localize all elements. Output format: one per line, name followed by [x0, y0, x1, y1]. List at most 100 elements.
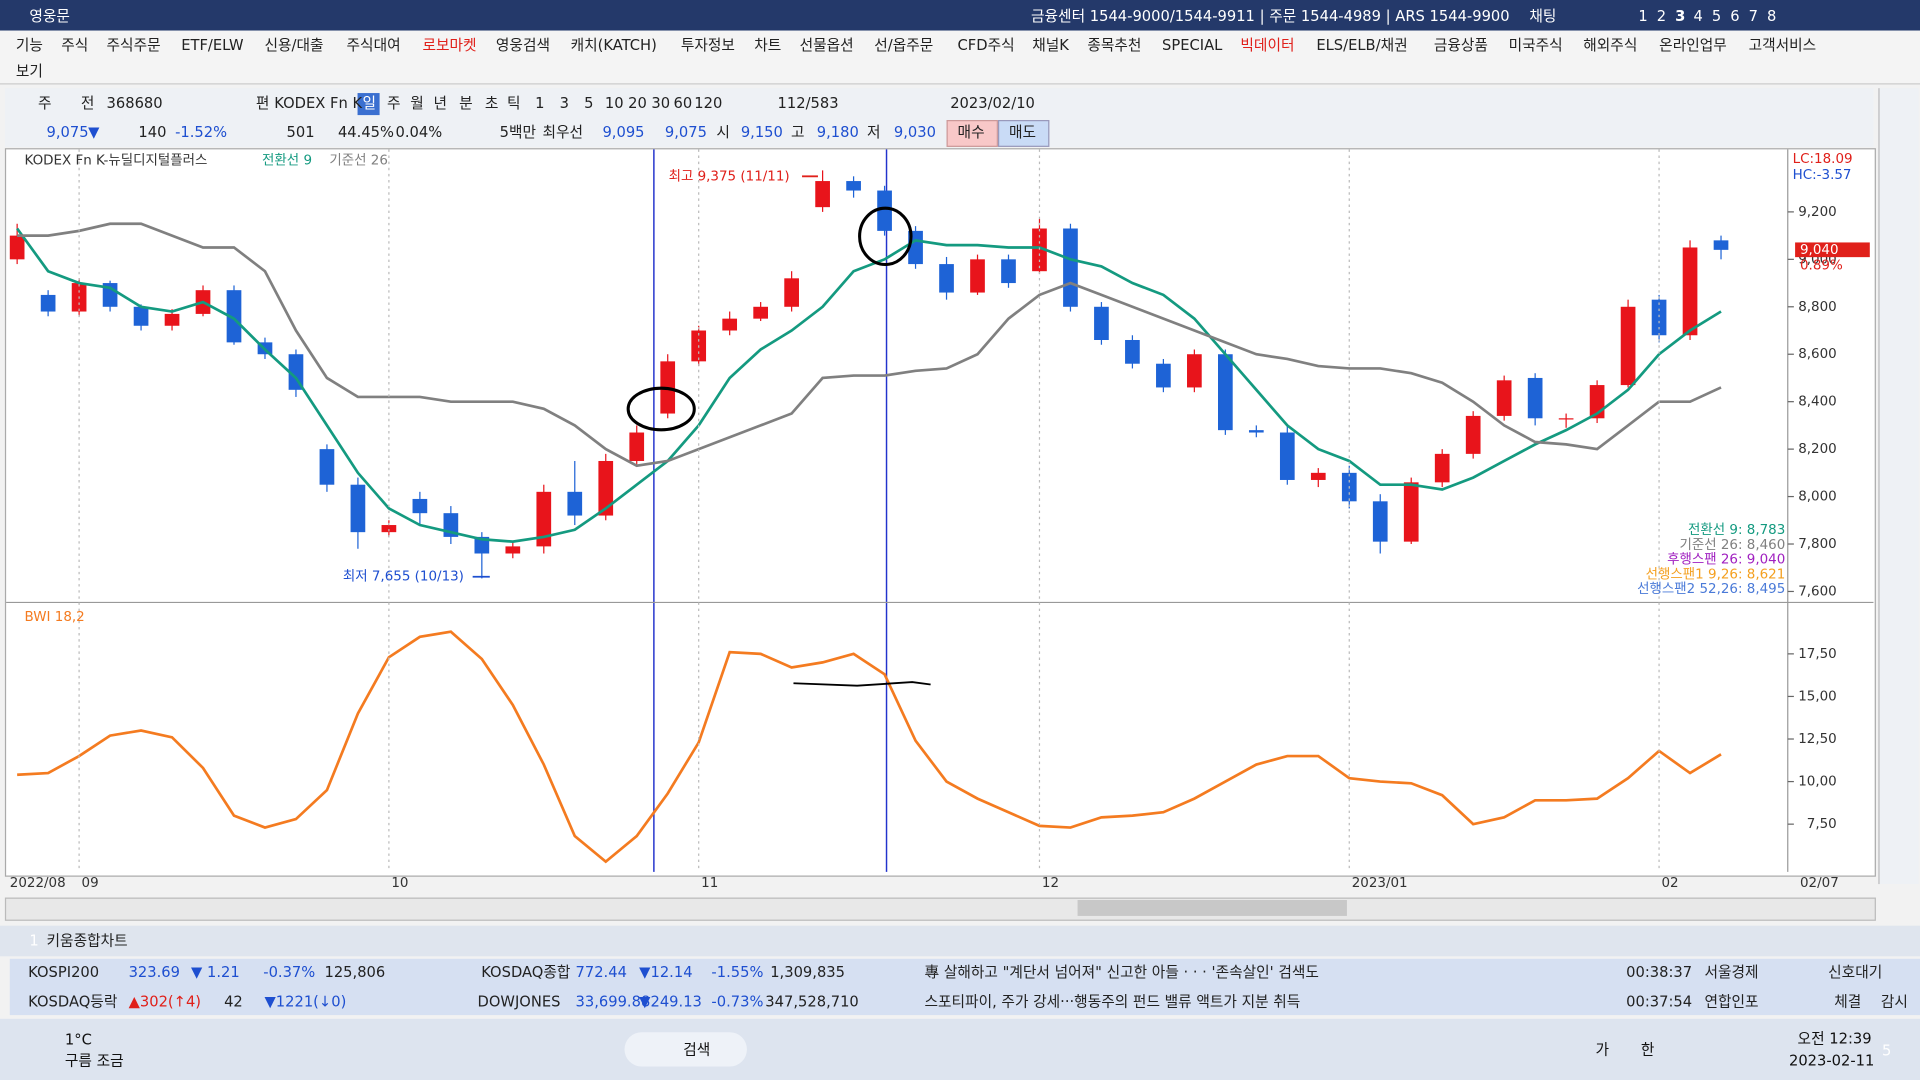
indicator-line	[17, 222, 1722, 468]
page-tab[interactable]: 5	[1711, 7, 1722, 25]
buy-button[interactable]	[946, 120, 998, 147]
x-end-label: 02/07	[1800, 876, 1839, 891]
menu-item[interactable]: 기능	[15, 36, 43, 54]
toolbar-item[interactable]: 30	[651, 94, 671, 112]
quote-item: -1.52%	[175, 123, 228, 141]
toolbar-item[interactable]: 10	[604, 94, 624, 112]
candle-body	[1372, 501, 1388, 542]
toolbar-item[interactable]: 편	[255, 94, 270, 112]
menu-item[interactable]: 주식	[61, 36, 89, 54]
menu-item[interactable]: 캐치(KATCH)	[570, 36, 657, 54]
x-tick-label: 09	[82, 876, 99, 891]
toolbar-item[interactable]: 전	[80, 94, 95, 112]
menu-item[interactable]: 채널K	[1032, 36, 1069, 54]
candle-body	[1218, 354, 1233, 431]
menu-item[interactable]: 고객서비스	[1748, 36, 1817, 54]
menu-item[interactable]: 주식주문	[106, 36, 161, 54]
high-note: 최고 9,375 (11/11)	[669, 168, 790, 184]
selected-period[interactable]	[357, 93, 380, 116]
candle-body	[1187, 354, 1202, 388]
app-title: 영웅문	[29, 7, 70, 25]
candle-body	[1156, 363, 1171, 388]
indicator-line	[17, 630, 1722, 864]
candle-body	[939, 264, 954, 293]
menu-item[interactable]: 영웅검색	[495, 36, 551, 54]
menu-item[interactable]: 해외주식	[1583, 36, 1638, 54]
toolbar-item[interactable]: 120	[694, 94, 723, 112]
candle-body	[970, 259, 985, 293]
legend-value: 후행스팬 26: 9,040	[1667, 552, 1785, 568]
menu-item[interactable]: 차트	[754, 36, 782, 54]
toolbar-item[interactable]: 일	[362, 94, 376, 112]
notification-badge: 5	[1882, 1042, 1892, 1060]
scroll-bar[interactable]	[4, 897, 1876, 921]
quote-item: 0.04%	[395, 123, 443, 141]
menu-item[interactable]: 선물옵션	[799, 36, 854, 54]
menu-item[interactable]: 종목추천	[1087, 36, 1142, 54]
menu-item[interactable]: ETF/ELW	[181, 36, 244, 54]
ticker-item: DOWJONES	[477, 993, 561, 1011]
legend-value: 기준선 26: 8,460	[1679, 537, 1785, 553]
page-tab[interactable]: 7	[1748, 7, 1758, 25]
y-tick-label: 10,00	[1798, 775, 1837, 790]
tab-badge: 1	[29, 931, 39, 949]
ticker-item: 00:37:54	[1626, 993, 1693, 1011]
page-tab[interactable]: 8	[1766, 7, 1777, 25]
ticker-item: 42	[224, 993, 243, 1011]
ticker-item: 772.44	[575, 963, 627, 981]
tab[interactable]: 키움종합차트	[46, 931, 128, 949]
scroll-thumb[interactable]	[1077, 900, 1347, 916]
toolbar	[4, 88, 1874, 147]
page-tab[interactable]: 3	[1675, 7, 1686, 25]
page-tab[interactable]: 6	[1730, 7, 1740, 25]
menu-item[interactable]: 빅데이터	[1240, 36, 1295, 54]
ticker-panel	[9, 958, 1920, 1016]
menu-item[interactable]: 보기	[15, 62, 43, 80]
toolbar-item[interactable]: 3	[559, 94, 569, 112]
page-tab[interactable]: 4	[1693, 7, 1703, 25]
toolbar-item[interactable]: 368680	[106, 94, 163, 112]
title-bar	[0, 0, 1920, 31]
menu-item[interactable]: 로보마켓	[422, 36, 477, 54]
menu-item[interactable]: 주식대여	[346, 36, 401, 54]
menu-item[interactable]: 투자정보	[680, 36, 735, 54]
menu-item[interactable]: 선/옵주문	[874, 36, 934, 54]
toolbar-item[interactable]: 5	[584, 94, 594, 112]
sell-button[interactable]	[997, 120, 1050, 147]
toolbar-item[interactable]: 주	[37, 94, 52, 112]
toolbar-item[interactable]: 월	[410, 94, 424, 112]
candle-body	[1527, 377, 1543, 419]
last-price: 9,040	[1800, 243, 1839, 258]
toolbar-item[interactable]: 틱	[506, 94, 521, 112]
side-toolbar	[1878, 88, 1919, 885]
toolbar-item[interactable]: 분	[459, 94, 473, 112]
menu-item[interactable]: CFD주식	[957, 36, 1015, 54]
toolbar-item[interactable]: 60	[673, 94, 693, 112]
menu-item[interactable]: ELS/ELB/채권	[1316, 36, 1408, 54]
toolbar-item[interactable]: 20	[628, 94, 647, 112]
taskbar	[0, 1018, 1920, 1080]
toolbar-item[interactable]: 년	[433, 94, 447, 112]
toolbar-item[interactable]: 112/583	[777, 94, 839, 112]
toolbar-item[interactable]: 초	[484, 94, 499, 112]
quote-item[interactable]: 매수	[957, 123, 985, 141]
quote-item[interactable]: 매도	[1008, 123, 1037, 141]
page-tab[interactable]: 1	[1638, 7, 1648, 25]
toolbar-item[interactable]: KODEX Fn K	[274, 94, 363, 112]
menu-item[interactable]: 금융상품	[1433, 36, 1488, 54]
menu-item[interactable]: 신용/대출	[264, 36, 324, 54]
chat[interactable]: 채팅	[1529, 7, 1557, 25]
toolbar-item[interactable]: 2023/02/10	[950, 94, 1035, 112]
annotation-circle	[858, 206, 913, 267]
menu-item[interactable]: 미국주식	[1508, 36, 1563, 54]
search[interactable]: 검색	[683, 1040, 711, 1058]
candle-body	[567, 491, 583, 516]
menu-item[interactable]: SPECIAL	[1162, 36, 1223, 54]
toolbar-item[interactable]: 1	[535, 94, 545, 112]
candle-body	[598, 460, 614, 516]
menu-item[interactable]: 온라인업무	[1659, 36, 1727, 54]
search-box[interactable]	[624, 1032, 747, 1067]
toolbar-item[interactable]: 주	[386, 94, 401, 112]
page-tab[interactable]: 2	[1656, 7, 1667, 25]
ticker-item: ▼12.14	[639, 963, 693, 981]
